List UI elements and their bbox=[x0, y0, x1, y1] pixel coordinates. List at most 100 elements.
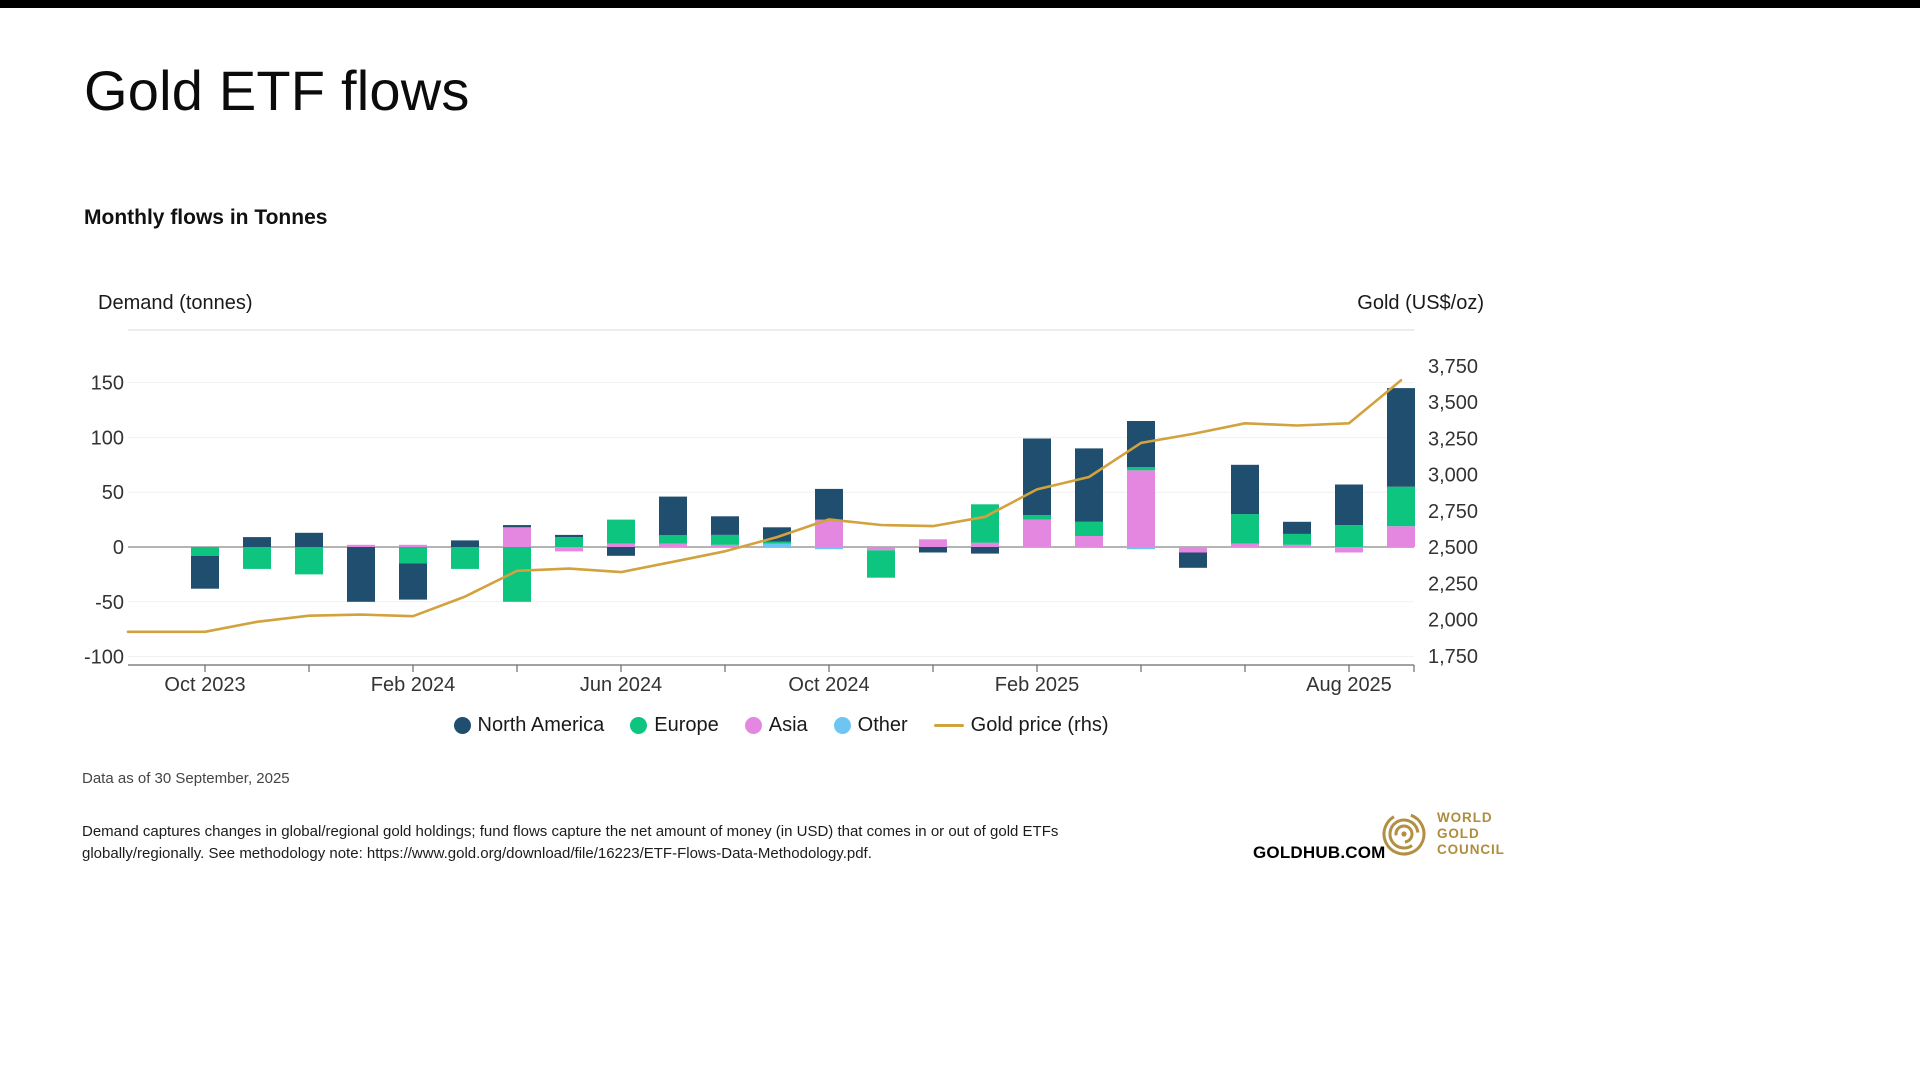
axis-tick-label: Oct 2024 bbox=[788, 674, 869, 696]
bar-segment bbox=[919, 539, 947, 547]
bar-segment bbox=[867, 547, 895, 551]
bar-segment bbox=[763, 541, 791, 544]
axis-tick-label: 1,750 bbox=[1428, 646, 1478, 668]
legend-dot-swatch bbox=[833, 717, 851, 734]
bar-segment bbox=[503, 525, 531, 528]
methodology-note: Demand captures changes in global/region… bbox=[82, 821, 1058, 865]
bar-segment bbox=[1127, 470, 1155, 547]
bar-segment bbox=[1283, 533, 1311, 545]
bar-segment bbox=[347, 547, 375, 602]
legend-dot-swatch bbox=[453, 717, 471, 734]
legend-dot-swatch bbox=[630, 717, 648, 734]
bar-segment bbox=[1127, 547, 1155, 550]
axis-tick-label: 3,000 bbox=[1428, 465, 1478, 487]
axis-tick-label: 2,000 bbox=[1428, 610, 1478, 632]
legend-item-gold-price-rhs-[interactable]: Gold price (rhs) bbox=[933, 714, 1109, 737]
bar-segment bbox=[347, 544, 375, 547]
chart-legend: North America Europe Asia Other Gold price (… bbox=[78, 714, 1484, 737]
bar-segment bbox=[1387, 526, 1415, 547]
axis-headers: Demand (tonnes) Gold (US$/oz) bbox=[78, 292, 1484, 315]
axis-tick-label: Feb 2025 bbox=[995, 674, 1080, 696]
bar-segment bbox=[1335, 484, 1363, 526]
bar-segment bbox=[1023, 438, 1051, 516]
bar-segment bbox=[659, 543, 687, 547]
bar-segment bbox=[1283, 544, 1311, 547]
bar-segment bbox=[607, 543, 635, 547]
bar-segment bbox=[451, 547, 479, 569]
gold-price-line bbox=[126, 379, 1403, 634]
bar-segment bbox=[1023, 515, 1051, 520]
bar-segment bbox=[1075, 536, 1103, 547]
bar-segment bbox=[243, 537, 271, 547]
legend-item-north-america[interactable]: North America bbox=[453, 714, 604, 737]
bar-segment bbox=[399, 547, 427, 564]
data-as-of-note: Data as of 30 September, 2025 bbox=[82, 770, 290, 787]
bar-segment bbox=[971, 542, 999, 547]
bar-segment bbox=[1335, 547, 1363, 553]
bar-segment bbox=[1283, 521, 1311, 534]
axis-tick-label: 2,250 bbox=[1428, 573, 1478, 595]
bar-segment bbox=[659, 496, 687, 535]
axis-tick-label: -100 bbox=[84, 647, 124, 669]
bar-segment bbox=[295, 547, 323, 575]
bar-segment bbox=[1075, 448, 1103, 522]
axis-tick-label: 3,500 bbox=[1428, 392, 1478, 414]
axis-tick-label: 3,250 bbox=[1428, 428, 1478, 450]
axis-tick-label: 50 bbox=[102, 482, 124, 504]
axis-tick-label: 150 bbox=[91, 373, 124, 395]
bar-segment bbox=[919, 547, 947, 553]
chart-area: 150 100 50 0 -50 -100 3,750 3,500 3,250 3,000 2,75… bbox=[78, 328, 1508, 708]
bar-segment bbox=[867, 550, 895, 578]
bar-segment bbox=[191, 547, 219, 556]
axis-tick-label: Aug 2025 bbox=[1306, 674, 1392, 696]
bar-segment bbox=[451, 540, 479, 547]
legend-label: Asia bbox=[768, 714, 808, 736]
bar-segment bbox=[503, 527, 531, 547]
axis-tick-label: 0 bbox=[113, 537, 124, 559]
bar-segment bbox=[1075, 521, 1103, 536]
bar-segment bbox=[1231, 543, 1259, 547]
bar-segment bbox=[711, 544, 739, 547]
legend-label: Other bbox=[857, 714, 908, 736]
bar-segment bbox=[659, 534, 687, 544]
bar-segment bbox=[555, 534, 583, 538]
chart-subtitle: Monthly flows in Tonnes bbox=[84, 206, 328, 229]
wgc-logo: WORLD GOLD COUNCIL bbox=[1380, 810, 1505, 859]
bar-segment bbox=[1231, 464, 1259, 515]
bar-segment bbox=[1335, 525, 1363, 547]
goldhub-brand: GOLDHUB.COM bbox=[1253, 843, 1386, 862]
bar-segment bbox=[607, 547, 635, 556]
bar-segment bbox=[1387, 388, 1415, 487]
bar-segment bbox=[971, 547, 999, 554]
axis-tick-label: Feb 2024 bbox=[371, 674, 456, 696]
bar-segment bbox=[555, 547, 583, 552]
bar-segment bbox=[815, 488, 843, 520]
bar-segment bbox=[815, 547, 843, 550]
bar-segment bbox=[295, 532, 323, 547]
bar-segment bbox=[243, 547, 271, 569]
bar-segment bbox=[1231, 514, 1259, 544]
bar-segment bbox=[711, 516, 739, 535]
bar-segment bbox=[399, 544, 427, 547]
bar-segment bbox=[763, 543, 791, 547]
legend-line-swatch bbox=[933, 724, 964, 727]
axis-tick-label: 3,750 bbox=[1428, 356, 1478, 378]
right-axis-title: Gold (US$/oz) bbox=[1357, 292, 1484, 314]
legend-item-asia[interactable]: Asia bbox=[744, 714, 808, 737]
bar-segment bbox=[1387, 486, 1415, 527]
page-title: Gold ETF flows bbox=[84, 59, 470, 122]
axis-tick-label: 2,500 bbox=[1428, 537, 1478, 559]
bar-segment bbox=[1179, 552, 1207, 568]
left-axis-title: Demand (tonnes) bbox=[98, 292, 253, 314]
axis-tick-label: Oct 2023 bbox=[164, 674, 245, 696]
legend-dot-swatch bbox=[744, 717, 762, 734]
legend-label: Gold price (rhs) bbox=[970, 714, 1109, 736]
bar-segment bbox=[399, 563, 427, 600]
wgc-rings-icon bbox=[1382, 812, 1426, 856]
wgc-logo-text: WORLD GOLD COUNCIL bbox=[1437, 810, 1505, 858]
bar-segment bbox=[191, 555, 219, 589]
legend-item-other[interactable]: Other bbox=[833, 714, 908, 737]
legend-item-europe[interactable]: Europe bbox=[630, 714, 719, 737]
methodology-line-1: Demand captures changes in global/region… bbox=[82, 823, 1059, 840]
bar-segment bbox=[607, 519, 635, 544]
